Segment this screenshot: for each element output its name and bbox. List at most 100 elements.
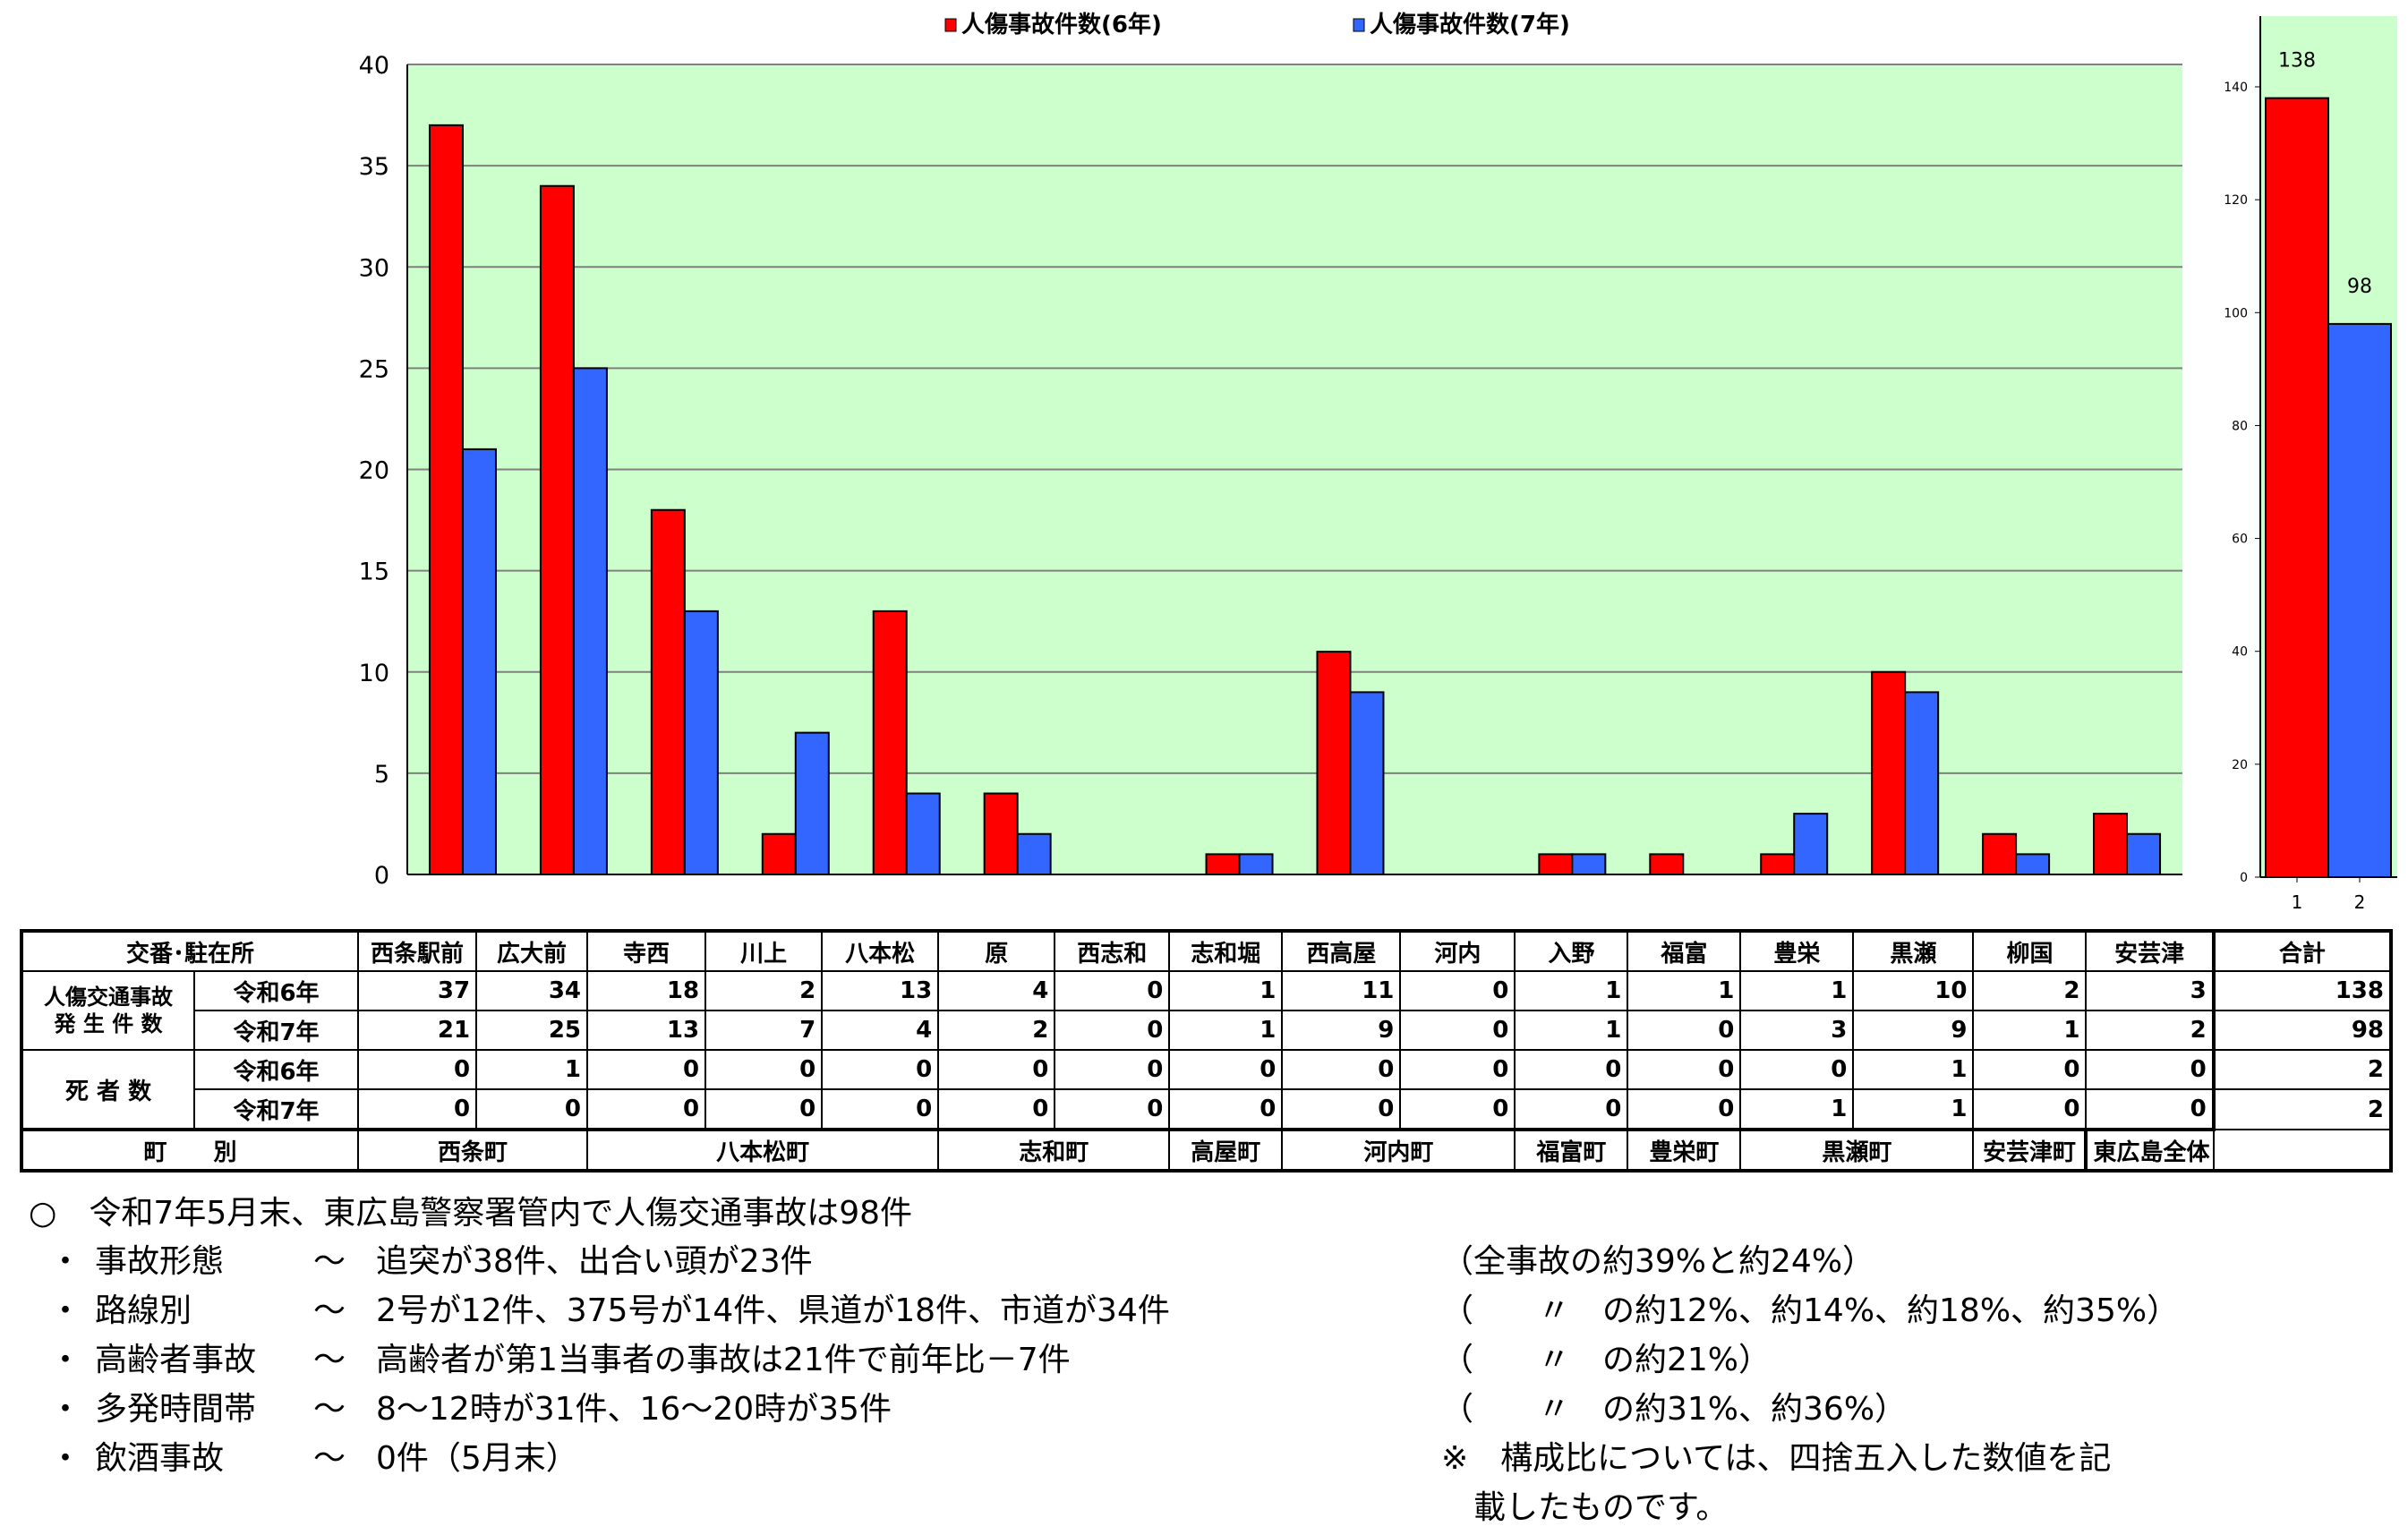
total-bar-1 bbox=[2265, 97, 2329, 879]
bar-r7-3 bbox=[794, 731, 830, 875]
accident-table: 交番･駐在所 西条駅前 広大前 寺西 川上 八本松原西志和 志和堀 西高屋 河内 入野 福富 豊栄 黒瀬… bbox=[20, 929, 2393, 1173]
bar-r7-12 bbox=[1793, 813, 1829, 875]
value-cell: 0 bbox=[1168, 1088, 1284, 1130]
value-cell: 0 bbox=[1168, 1049, 1284, 1090]
note-text: 高齢者が第1当事者の事故は21件で前年比－7件 bbox=[376, 1342, 1071, 1378]
bar-r7-0 bbox=[461, 448, 497, 875]
station-header: 志和堀 bbox=[1168, 930, 1284, 972]
value-cell: 3 bbox=[1739, 1010, 1855, 1051]
y-tick-label: 10 bbox=[359, 660, 389, 687]
value-cell: 0 bbox=[1514, 1049, 1629, 1090]
value-cell: 0 bbox=[1281, 1088, 1402, 1130]
value-cell: 1 bbox=[1514, 1010, 1629, 1051]
total-plot: 0 20 40 60 80 100 120 140 138 1 98 2 bbox=[2224, 16, 2397, 913]
value-cell: 1 bbox=[1972, 1010, 2088, 1051]
value-cell: 9 bbox=[1852, 1010, 1975, 1051]
town-cell: 志和町 bbox=[937, 1128, 1171, 1172]
value-cell: 7 bbox=[704, 1010, 824, 1051]
value-cell: 0 bbox=[1627, 1010, 1742, 1051]
total-y-tick-label: 0 bbox=[2240, 871, 2248, 885]
year-label: 令和7年 bbox=[193, 1010, 359, 1051]
note-sep: ～ bbox=[313, 1292, 346, 1329]
bar-r6-12 bbox=[1760, 853, 1796, 875]
y-tick-label: 25 bbox=[359, 355, 389, 383]
table-row: 令和7年 21 25 13 7 4 2 0 1 9 0 1 0 3 9 1 2 98 bbox=[21, 1010, 2393, 1051]
y-tick-label: 15 bbox=[359, 559, 389, 586]
value-cell: 1 bbox=[1739, 970, 1855, 1011]
town-cell: 河内町 bbox=[1281, 1128, 1516, 1172]
y-tick-label: 30 bbox=[359, 254, 389, 282]
bar-r6-2 bbox=[650, 508, 686, 875]
value-cell: 0 bbox=[704, 1049, 824, 1090]
bar-r7-8 bbox=[1349, 691, 1385, 875]
note-bullet: ・ bbox=[49, 1292, 82, 1329]
station-header: 西志和 bbox=[1054, 930, 1171, 972]
value-cell: 0 bbox=[1739, 1049, 1855, 1090]
value-cell: 1 bbox=[1739, 1088, 1855, 1130]
town-cell: 豊栄町 bbox=[1627, 1128, 1742, 1172]
bar-r7-5 bbox=[1016, 832, 1052, 875]
value-cell: 0 bbox=[1399, 1049, 1516, 1090]
town-cell: 福富町 bbox=[1514, 1128, 1629, 1172]
y-tick-label: 35 bbox=[359, 153, 389, 181]
value-cell: 37 bbox=[356, 970, 478, 1011]
note-right-line: （ 〃 の約31%、約36%） bbox=[1441, 1391, 1908, 1428]
note-right-line: （ 〃 の約21%） bbox=[1441, 1342, 1772, 1378]
town-cell: 安芸津町 bbox=[1972, 1128, 2088, 1172]
total-cell: 98 bbox=[2211, 1010, 2393, 1051]
total-y-tick-label: 60 bbox=[2232, 533, 2248, 547]
value-cell: 0 bbox=[821, 1049, 940, 1090]
death-group-label: 死 者 数 bbox=[20, 1049, 196, 1130]
note-text: 8～12時が31件、16～20時が35件 bbox=[376, 1391, 892, 1428]
bar-r7-14 bbox=[2015, 853, 2051, 875]
note-right-line: （全事故の約39%と約24%） bbox=[1441, 1243, 1875, 1280]
main-plot: 0 5 10 15 20 25 30 35 40 bbox=[359, 52, 2182, 890]
value-cell: 2 bbox=[2085, 1010, 2215, 1051]
total-bar-value-label: 98 bbox=[2347, 276, 2372, 298]
station-header: 入野 bbox=[1514, 930, 1629, 972]
value-cell: 18 bbox=[585, 970, 707, 1011]
note-label: 路線別 bbox=[95, 1292, 192, 1329]
station-header: 福富 bbox=[1627, 930, 1742, 972]
value-cell: 0 bbox=[585, 1088, 707, 1130]
bar-r7-2 bbox=[683, 610, 719, 875]
legend-label-r6: 人傷事故件数(6年) bbox=[961, 11, 1162, 38]
note-bullet: ・ bbox=[49, 1391, 82, 1428]
bar-r6-13 bbox=[1871, 670, 1907, 875]
note-text: 2号が12件、375号が14件、県道が18件、市道が34件 bbox=[376, 1292, 1170, 1329]
town-label: 町 別 bbox=[21, 1128, 359, 1172]
total-cell: 2 bbox=[2211, 1088, 2393, 1130]
total-cell: 2 bbox=[2211, 1049, 2393, 1090]
value-cell: 0 bbox=[704, 1088, 824, 1130]
table-row: 人傷交通事故発 生 件 数令和6年 37 34 18 2 13 4 0 1 11 0 1 1 1 10 2 3 1… bbox=[20, 970, 2393, 1051]
note-sep: ～ bbox=[313, 1440, 346, 1477]
station-header: 河内 bbox=[1399, 930, 1516, 972]
station-header: 安芸津 bbox=[2085, 930, 2215, 972]
total-cell: 138 bbox=[2211, 970, 2393, 1011]
value-cell: 9 bbox=[1281, 1010, 1402, 1051]
value-cell: 1 bbox=[1168, 970, 1284, 1011]
value-cell: 0 bbox=[1054, 1088, 1171, 1130]
value-cell: 0 bbox=[1399, 1010, 1516, 1051]
note-label: 飲酒事故 bbox=[95, 1440, 225, 1477]
note-text: 追突が38件、出合い頭が23件 bbox=[376, 1243, 813, 1280]
value-cell: 0 bbox=[1054, 1010, 1171, 1051]
total-y-tick-label: 40 bbox=[2232, 645, 2248, 660]
value-cell: 0 bbox=[1281, 1049, 1402, 1090]
value-cell: 1 bbox=[1168, 1010, 1284, 1051]
note-right-line: （ 〃 の約12%、約14%、約18%、約35%） bbox=[1441, 1292, 2180, 1329]
total-y-tick-label: 80 bbox=[2232, 419, 2248, 433]
table-row: 死 者 数令和6年 0 1 0 0 0 0 0 0 0 0 0 0 0 1 0 0 2 bbox=[20, 1049, 2393, 1130]
total-bar-2 bbox=[2327, 322, 2392, 878]
bar-r6-5 bbox=[983, 792, 1019, 875]
town-row: 町 別西条町 八本松町 志和町 高屋町 河内町 福富町 豊栄町 黒瀬町 安芸津町 東広島全体 bbox=[21, 1128, 2391, 1172]
value-cell: 0 bbox=[937, 1088, 1056, 1130]
value-cell: 4 bbox=[937, 970, 1056, 1011]
y-tick-label: 40 bbox=[359, 52, 389, 80]
value-cell: 2 bbox=[704, 970, 824, 1011]
table-header-label: 交番･駐在所 bbox=[21, 930, 359, 972]
station-header: 黒瀬 bbox=[1852, 930, 1975, 972]
value-cell: 0 bbox=[937, 1049, 1056, 1090]
note-right-line: ※ 構成比については、四捨五入した数値を記 bbox=[1441, 1440, 2112, 1477]
value-cell: 34 bbox=[475, 970, 588, 1011]
